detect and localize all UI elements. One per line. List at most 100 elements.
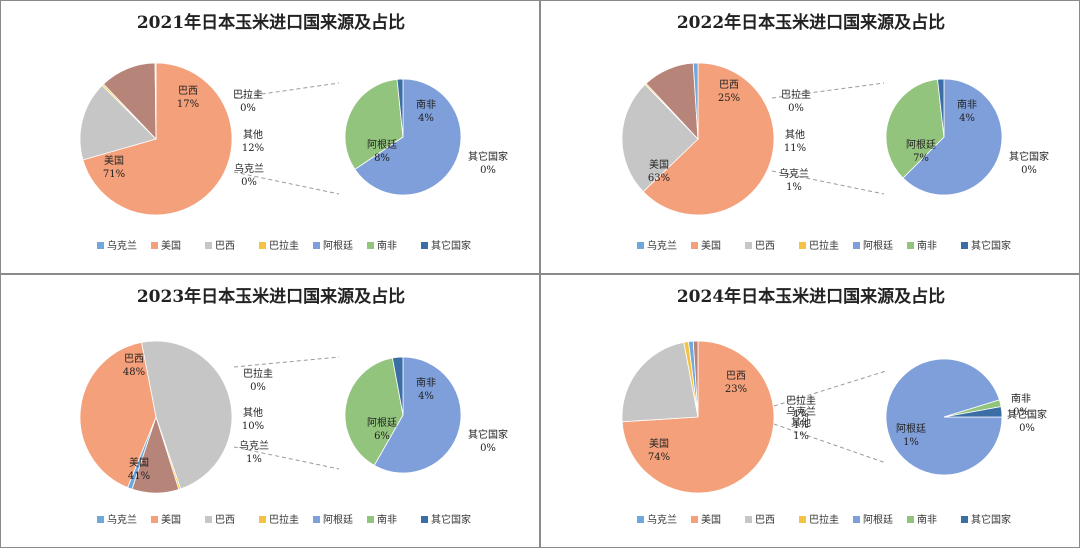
sub-slice-south-africa-2021 <box>344 78 404 170</box>
connector-line-1 <box>233 356 340 368</box>
chart-panel-2022: 2022年日本玉米进口国来源及占比 美国 63% 巴西 25% 巴拉圭 0% 其他 11% 乌克兰… <box>540 0 1080 274</box>
data-label-paraguay-2021: 巴拉圭 0% <box>233 88 263 114</box>
sub-slice-other-countries-2021 <box>396 78 404 138</box>
legend-label-south-africa: 南非 <box>377 513 397 526</box>
legend-swatch-paraguay <box>259 242 266 249</box>
sub-slice-other-countries-2022 <box>937 78 945 138</box>
connector-line-2 <box>233 171 340 195</box>
legend-swatch-argentina <box>853 242 860 249</box>
data-label-south-africa-2023: 南非 4% <box>416 376 436 402</box>
data-label-argentina-2021: 阿根廷 8% <box>367 138 397 164</box>
legend-swatch-other-countries <box>961 242 968 249</box>
data-label-brazil-2021: 巴西 17% <box>177 85 199 110</box>
legend-label-paraguay: 巴拉圭 <box>269 239 299 252</box>
legend-label-ukraine: 乌克兰 <box>107 239 137 252</box>
data-label-ukraine-2023: 乌克兰 1% <box>239 439 269 465</box>
legend-label-usa: 美国 <box>161 239 181 252</box>
legend-swatch-brazil <box>745 516 752 523</box>
chart-title: 2022年日本玉米进口国来源及占比 <box>677 12 945 33</box>
connector-line-2 <box>233 446 340 470</box>
legend-label-paraguay: 巴拉圭 <box>269 513 299 526</box>
legend-swatch-paraguay <box>799 242 806 249</box>
legend-label-argentina: 阿根廷 <box>863 239 893 252</box>
legend-swatch-other-countries <box>421 242 428 249</box>
main-slice-brazil-2023 <box>141 340 233 490</box>
legend-swatch-brazil <box>205 516 212 523</box>
data-label-argentina-2022: 阿根廷 7% <box>906 138 936 164</box>
connector-line-2 <box>773 423 887 464</box>
data-label-other-countries-2023: 其它国家 0% <box>468 428 508 454</box>
chart-panel-2023: 2023年日本玉米进口国来源及占比 巴西 48% 巴拉圭 0% 其他 10% 乌克兰 1% 美国 4… <box>0 274 540 548</box>
legend-label-brazil: 巴西 <box>755 240 775 252</box>
legend-label-other-countries: 其它国家 <box>971 239 1011 252</box>
data-label-other-countries-2022: 其它国家 0% <box>1009 150 1049 176</box>
legend-swatch-argentina <box>853 516 860 523</box>
legend-swatch-argentina <box>313 516 320 523</box>
data-label-others-2023: 其他 10% <box>242 406 264 432</box>
connector-line-2 <box>771 170 885 195</box>
main-slice-ukraine-2021 <box>154 62 157 140</box>
chart-title: 2024年日本玉米进口国来源及占比 <box>677 286 945 307</box>
legend-swatch-ukraine <box>97 516 104 523</box>
legend-label-brazil: 巴西 <box>215 514 235 526</box>
legend-label-south-africa: 南非 <box>377 239 397 252</box>
legend-label-other-countries: 其它国家 <box>431 513 471 526</box>
legend-swatch-south-africa <box>367 242 374 249</box>
main-slice-usa-2023 <box>79 341 157 488</box>
legend-label-ukraine: 乌克兰 <box>107 513 137 526</box>
legend-swatch-brazil <box>745 242 752 249</box>
legend-label-other-countries: 其它国家 <box>971 513 1011 526</box>
legend-swatch-usa <box>691 242 698 249</box>
legend-label-argentina: 阿根廷 <box>863 513 893 526</box>
connector-line-1 <box>233 82 340 99</box>
main-slice-brazil-2022 <box>621 83 699 193</box>
legend-swatch-brazil <box>205 242 212 249</box>
data-label-usa-2024: 美国 74% <box>648 437 670 463</box>
legend-label-ukraine: 乌克兰 <box>647 239 677 252</box>
data-label-others-2022: 其他 11% <box>784 128 806 154</box>
sub-slice-argentina-2022 <box>902 78 1003 196</box>
data-label-brazil-2024: 巴西 23% <box>725 370 747 395</box>
main-slice-others-2024 <box>692 340 699 418</box>
data-label-paraguay-2023: 巴拉圭 0% <box>243 367 273 393</box>
legend-label-paraguay: 巴拉圭 <box>809 239 839 252</box>
legend-swatch-south-africa <box>907 516 914 523</box>
sub-slice-south-africa-2022 <box>885 78 945 179</box>
legend-label-ukraine: 乌克兰 <box>647 513 677 526</box>
sub-slice-south-africa-2023 <box>344 357 404 466</box>
data-label-ukraine-2022: 乌克兰 1% <box>779 167 809 193</box>
legend-label-south-africa: 南非 <box>917 513 937 526</box>
main-slice-brazil-2024 <box>621 341 699 423</box>
data-label-brazil-2022: 巴西 25% <box>718 79 740 104</box>
legend-swatch-south-africa <box>367 516 374 523</box>
sub-slice-other-countries-2024 <box>943 406 1003 418</box>
legend-label-brazil: 巴西 <box>755 514 775 526</box>
legend-label-argentina: 阿根廷 <box>323 513 353 526</box>
legend-label-usa: 美国 <box>701 239 721 252</box>
legend-swatch-ukraine <box>637 242 644 249</box>
data-label-usa-2021: 美国 71% <box>103 154 125 180</box>
legend-swatch-argentina <box>313 242 320 249</box>
data-label-usa-2023: 美国 41% <box>128 456 150 482</box>
data-label-south-africa-2022: 南非 4% <box>957 98 977 124</box>
connector-line-1 <box>773 370 887 407</box>
legend-swatch-other-countries <box>421 516 428 523</box>
legend-swatch-other-countries <box>961 516 968 523</box>
chart-title: 2021年日本玉米进口国来源及占比 <box>137 12 405 33</box>
legend-label-usa: 美国 <box>701 513 721 526</box>
sub-slice-other-countries-2023 <box>391 356 404 416</box>
legend-swatch-usa <box>151 516 158 523</box>
legend-label-argentina: 阿根廷 <box>323 239 353 252</box>
main-slice-brazil-2021 <box>79 84 157 161</box>
connector-line-1 <box>771 82 885 99</box>
legend-swatch-usa <box>151 242 158 249</box>
legend-swatch-south-africa <box>907 242 914 249</box>
legend-label-south-africa: 南非 <box>917 239 937 252</box>
sub-slice-argentina-2021 <box>354 78 462 196</box>
legend-label-other-countries: 其它国家 <box>431 239 471 252</box>
data-label-brazil-2023: 巴西 48% <box>123 353 145 378</box>
